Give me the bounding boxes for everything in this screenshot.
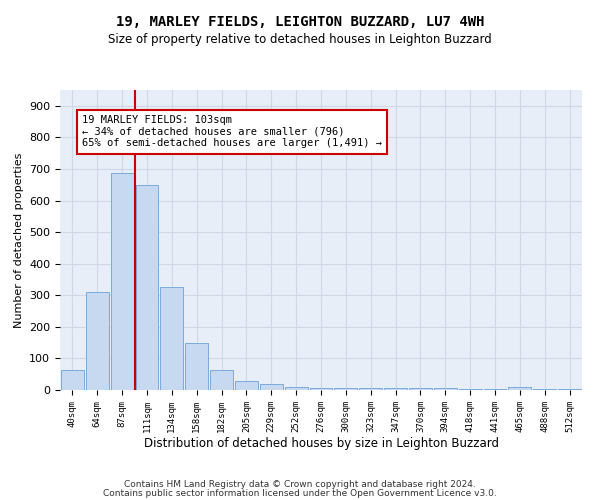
Bar (384, 388, 407, 390)
Bar (508, 388, 531, 390)
Text: Distribution of detached houses by size in Leighton Buzzard: Distribution of detached houses by size … (143, 438, 499, 450)
Text: Contains public sector information licensed under the Open Government Licence v3: Contains public sector information licen… (103, 489, 497, 498)
Text: 19, MARLEY FIELDS, LEIGHTON BUZZARD, LU7 4WH: 19, MARLEY FIELDS, LEIGHTON BUZZARD, LU7… (116, 15, 484, 29)
Bar (86, 292, 109, 390)
Bar (285, 387, 308, 390)
Bar (210, 370, 233, 390)
Bar (136, 186, 158, 390)
Bar (334, 388, 357, 390)
Bar (61, 370, 84, 390)
Bar (185, 342, 208, 390)
Bar (111, 172, 134, 390)
Bar (310, 388, 332, 390)
Text: 19 MARLEY FIELDS: 103sqm
← 34% of detached houses are smaller (796)
65% of semi-: 19 MARLEY FIELDS: 103sqm ← 34% of detach… (82, 116, 382, 148)
Text: Size of property relative to detached houses in Leighton Buzzard: Size of property relative to detached ho… (108, 32, 492, 46)
Bar (434, 388, 457, 390)
Y-axis label: Number of detached properties: Number of detached properties (14, 152, 23, 328)
Bar (235, 381, 258, 390)
Bar (409, 388, 432, 390)
Bar (160, 288, 183, 390)
Bar (359, 388, 382, 390)
Text: Contains HM Land Registry data © Crown copyright and database right 2024.: Contains HM Land Registry data © Crown c… (124, 480, 476, 489)
Bar (260, 384, 283, 390)
